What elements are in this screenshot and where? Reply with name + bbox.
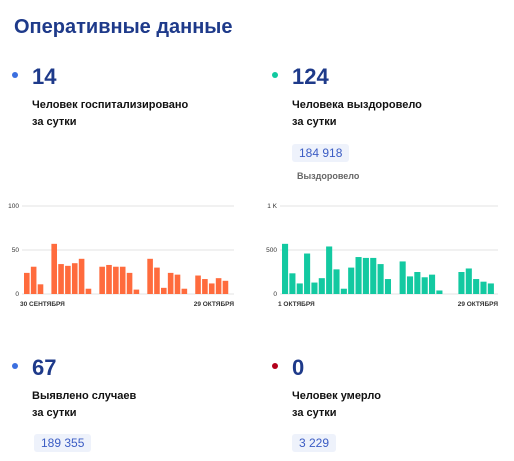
cases-total-badge: 189 355 [34,434,92,452]
page-title: Оперативные данные [14,16,233,38]
recovered-chart-bar [414,272,421,294]
recovered-chart-bar [384,279,391,294]
hosp-chart-y-tick-label: 50 [12,247,20,254]
recovered-chart-bar [465,268,472,294]
hosp-chart-bar [167,272,174,294]
hosp-chart-bar [195,275,201,294]
recovered-chart-bar [377,264,384,294]
cases-label-line2: за сутки [32,407,77,419]
hosp-chart-bar [161,287,167,294]
hosp-chart-bar [71,263,78,294]
recovered-chart: 1 K 500 01 ОКТЯБРЯ 29 ОКТЯБРЯ [266,203,499,308]
recovered-chart-bar [304,253,311,294]
hosp-chart-y-tick-label: 100 [8,203,19,210]
recovered-total-badge: 184 918 [292,144,350,162]
hosp-chart-bar [208,283,215,294]
recovered-total-label: Выздоровело [297,171,360,181]
recovered-chart-bar [326,246,333,294]
hospitalized-value: 14 [32,64,57,89]
recovered-chart-x-start-label: 1 ОКТЯБРЯ [278,301,315,308]
hosp-chart-bar [106,264,112,294]
hosp-chart-bar [154,267,160,294]
hospitalized-chart: 100 50 030 СЕНТЯБРЯ 29 ОКТЯБРЯ [8,203,235,308]
hosp-chart-bar [215,278,222,294]
hospitalized-label-line1: Человек госпитализировано [32,99,189,111]
recovered-chart-bar [348,267,355,294]
recovered-chart-bar [333,269,340,294]
hosp-chart-x-start-label: 30 СЕНТЯБРЯ [20,301,65,308]
recovered-chart-bar [436,290,443,294]
recovered-value: 124 [292,64,329,89]
hosp-chart-bar [30,266,37,294]
recovered-chart-bar [458,272,465,294]
recovered-chart-bar [406,276,414,294]
hospitalized-label-line2: за сутки [32,116,77,128]
recovered-label: Человека выздоровело за сутки [292,97,422,131]
recovered-chart-bar [282,243,289,294]
cases-value: 67 [32,355,57,380]
hosp-chart-bar [78,258,85,294]
stat-cases: 67 Выявлено случаев за сутки [12,355,242,425]
recovered-dot-icon [272,72,278,78]
deaths-label: Человек умерло за сутки [292,388,381,422]
recovered-chart-y-tick-label: 0 [273,291,277,298]
cases-label-line1: Выявлено случаев [32,390,137,402]
recovered-chart-bar [318,278,325,294]
recovered-chart-bar [480,281,487,294]
hosp-chart-bar [126,272,133,294]
hosp-chart-bar [222,280,229,294]
recovered-chart-y-tick-label: 500 [266,247,277,254]
recovered-chart-bar [362,257,369,294]
hosp-chart-bar [147,258,153,294]
hospitalized-dot-icon [12,72,18,78]
recovered-chart-bar [399,261,406,294]
recovered-chart-bar [421,277,428,294]
deaths-label-line2: за сутки [292,407,337,419]
hosp-chart-bar [51,243,57,294]
stat-deaths: 0 Человек умерло за сутки [272,355,502,425]
cases-dot-icon [12,363,18,369]
deaths-total-badge: 3 229 [292,434,337,452]
hosp-chart-bar [133,289,140,294]
hosp-chart-bar [65,265,71,294]
recovered-chart-bar [355,257,362,294]
deaths-label-line1: Человек умерло [292,390,381,402]
recovered-chart-x-end-label: 29 ОКТЯБРЯ [458,301,499,308]
hosp-chart-x-end-label: 29 ОКТЯБРЯ [194,301,235,308]
recovered-chart-bar [473,279,480,294]
hosp-chart-bar [119,266,126,294]
deaths-value: 0 [292,355,305,380]
recovered-label-line2: за сутки [292,116,337,128]
hosp-chart-bar [85,288,92,294]
recovered-label-line1: Человека выздоровело [292,99,422,111]
recovered-chart-bar [296,283,303,294]
hosp-chart-bar [181,288,188,294]
hosp-chart-bar [58,264,64,294]
hosp-chart-bar [202,279,208,294]
hosp-chart-bar [99,266,105,294]
hosp-chart-y-tick-label: 0 [15,291,19,298]
stat-recovered: 124 Человека выздоровело за сутки [272,64,502,134]
recovered-chart-bar [487,283,494,294]
hospitalized-label: Человек госпитализировано за сутки [32,97,188,131]
hosp-chart-bar [113,266,119,294]
hosp-chart-bar [174,274,181,294]
recovered-chart-bar [429,274,436,294]
hosp-chart-bar [24,272,30,294]
recovered-chart-bar [340,288,347,294]
recovered-chart-y-tick-label: 1 K [267,203,277,210]
cases-label: Выявлено случаев за сутки [32,388,136,422]
hosp-chart-bar [37,284,44,294]
recovered-chart-bar [289,273,296,294]
deaths-dot-icon [272,363,278,369]
recovered-chart-bar [370,257,377,294]
stat-hospitalized: 14 Человек госпитализировано за сутки [12,64,242,134]
recovered-chart-bar [311,282,318,294]
